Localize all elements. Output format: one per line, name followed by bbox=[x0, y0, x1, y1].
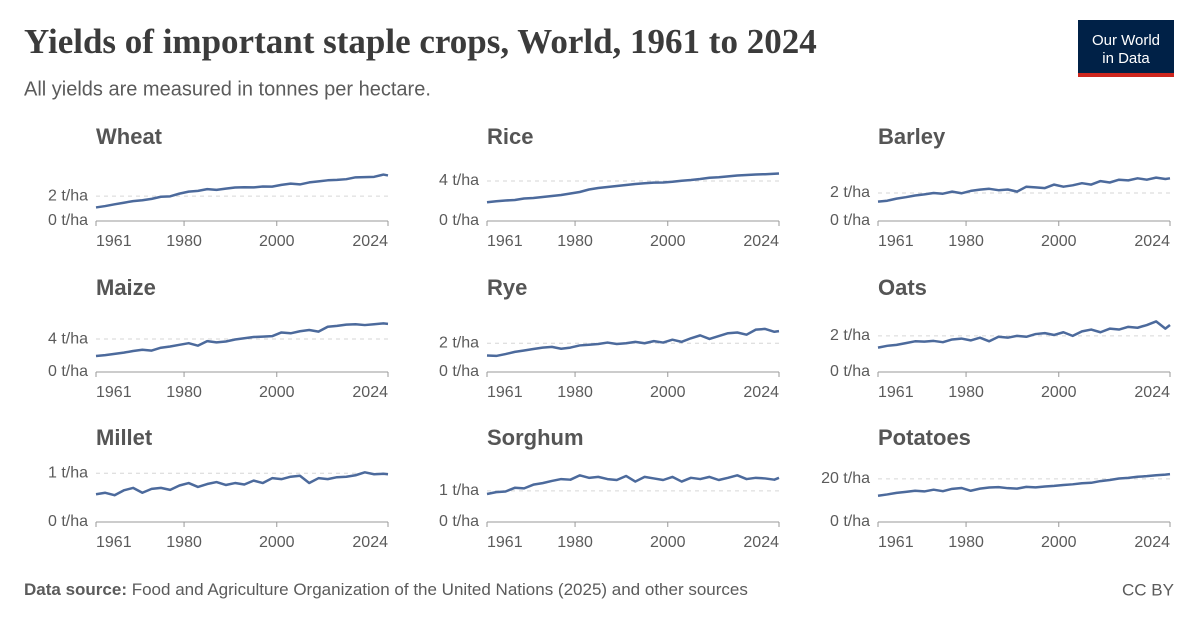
x-tick-label: 2024 bbox=[1134, 534, 1170, 551]
x-tick-label: 1961 bbox=[96, 384, 132, 401]
source: Data source: Food and Agriculture Organi… bbox=[24, 580, 748, 599]
y-tick-label: 0 t/ha bbox=[439, 212, 479, 229]
x-tick-label: 1961 bbox=[878, 384, 914, 401]
x-tick-label: 2000 bbox=[259, 534, 295, 551]
y-tick-label: 0 t/ha bbox=[48, 212, 88, 229]
x-tick-label: 2000 bbox=[259, 233, 295, 250]
x-tick-label: 2024 bbox=[352, 233, 388, 250]
x-tick-label: 1980 bbox=[948, 384, 984, 401]
source-text: Food and Agriculture Organization of the… bbox=[132, 580, 748, 599]
x-tick-label: 2000 bbox=[1041, 534, 1077, 551]
x-tick-label: 1980 bbox=[557, 233, 593, 250]
x-tick-label: 2024 bbox=[1134, 233, 1170, 250]
x-tick-label: 2000 bbox=[1041, 233, 1077, 250]
y-tick-label: 0 t/ha bbox=[48, 513, 88, 530]
data-line bbox=[877, 176, 1171, 203]
data-line bbox=[95, 471, 389, 497]
x-tick-label: 2000 bbox=[650, 534, 686, 551]
x-tick-label: 1980 bbox=[948, 534, 984, 551]
y-tick-label: 0 t/ha bbox=[830, 363, 870, 380]
y-tick-label: 0 t/ha bbox=[439, 363, 479, 380]
panel-title: Potatoes bbox=[878, 425, 971, 450]
x-tick-label: 1980 bbox=[948, 233, 984, 250]
logo-box bbox=[1078, 20, 1174, 77]
panel-title: Maize bbox=[96, 275, 156, 300]
x-tick-label: 2024 bbox=[1134, 384, 1170, 401]
panel-title: Rice bbox=[487, 124, 533, 149]
y-tick-label: 2 t/ha bbox=[48, 187, 88, 204]
x-tick-label: 1961 bbox=[96, 534, 132, 551]
x-tick-label: 1980 bbox=[166, 384, 202, 401]
y-tick-label: 20 t/ha bbox=[821, 470, 870, 487]
y-tick-label: 4 t/ha bbox=[48, 330, 88, 347]
y-tick-label: 1 t/ha bbox=[439, 482, 479, 499]
logo-text: in Data bbox=[1102, 50, 1150, 67]
panel-title: Millet bbox=[96, 425, 153, 450]
y-tick-label: 0 t/ha bbox=[439, 513, 479, 530]
data-line bbox=[486, 327, 780, 358]
y-tick-label: 2 t/ha bbox=[830, 184, 870, 201]
data-line bbox=[95, 322, 389, 358]
x-tick-label: 1961 bbox=[487, 534, 523, 551]
license: CC BY bbox=[1122, 580, 1174, 599]
x-tick-label: 2024 bbox=[743, 233, 779, 250]
x-tick-label: 2024 bbox=[743, 534, 779, 551]
y-tick-label: 0 t/ha bbox=[830, 513, 870, 530]
panel-title: Sorghum bbox=[487, 425, 584, 450]
y-tick-label: 0 t/ha bbox=[48, 363, 88, 380]
x-tick-label: 2000 bbox=[259, 384, 295, 401]
x-tick-label: 1980 bbox=[166, 233, 202, 250]
x-tick-label: 2024 bbox=[352, 384, 388, 401]
x-tick-label: 1961 bbox=[878, 534, 914, 551]
x-tick-label: 1980 bbox=[557, 534, 593, 551]
panel-title: Wheat bbox=[96, 124, 163, 149]
logo-bar bbox=[1078, 73, 1174, 77]
data-line bbox=[486, 474, 780, 496]
source-label: Data source: bbox=[24, 580, 127, 599]
y-tick-label: 2 t/ha bbox=[830, 327, 870, 344]
x-tick-label: 2000 bbox=[650, 233, 686, 250]
x-tick-label: 1980 bbox=[166, 534, 202, 551]
y-tick-label: 4 t/ha bbox=[439, 172, 479, 189]
y-tick-label: 0 t/ha bbox=[830, 212, 870, 229]
x-tick-label: 2000 bbox=[650, 384, 686, 401]
x-tick-label: 1961 bbox=[96, 233, 132, 250]
x-tick-label: 1961 bbox=[878, 233, 914, 250]
x-tick-label: 1980 bbox=[557, 384, 593, 401]
x-tick-label: 2024 bbox=[352, 534, 388, 551]
title: Yields of important staple crops, World,… bbox=[24, 22, 817, 61]
x-tick-label: 2024 bbox=[743, 384, 779, 401]
data-line bbox=[486, 172, 780, 204]
logo-text: Our World bbox=[1092, 32, 1160, 49]
panel-title: Oats bbox=[878, 275, 927, 300]
x-tick-label: 1961 bbox=[487, 233, 523, 250]
data-line bbox=[877, 320, 1171, 349]
y-tick-label: 1 t/ha bbox=[48, 465, 88, 482]
data-line bbox=[877, 472, 1171, 497]
subtitle: All yields are measured in tonnes per he… bbox=[24, 78, 431, 100]
y-tick-label: 2 t/ha bbox=[439, 335, 479, 352]
panel-title: Barley bbox=[878, 124, 946, 149]
x-tick-label: 2000 bbox=[1041, 384, 1077, 401]
panel-title: Rye bbox=[487, 275, 527, 300]
x-tick-label: 1961 bbox=[487, 384, 523, 401]
logo[interactable]: Our World in Data bbox=[1078, 20, 1174, 77]
data-line bbox=[95, 173, 389, 209]
